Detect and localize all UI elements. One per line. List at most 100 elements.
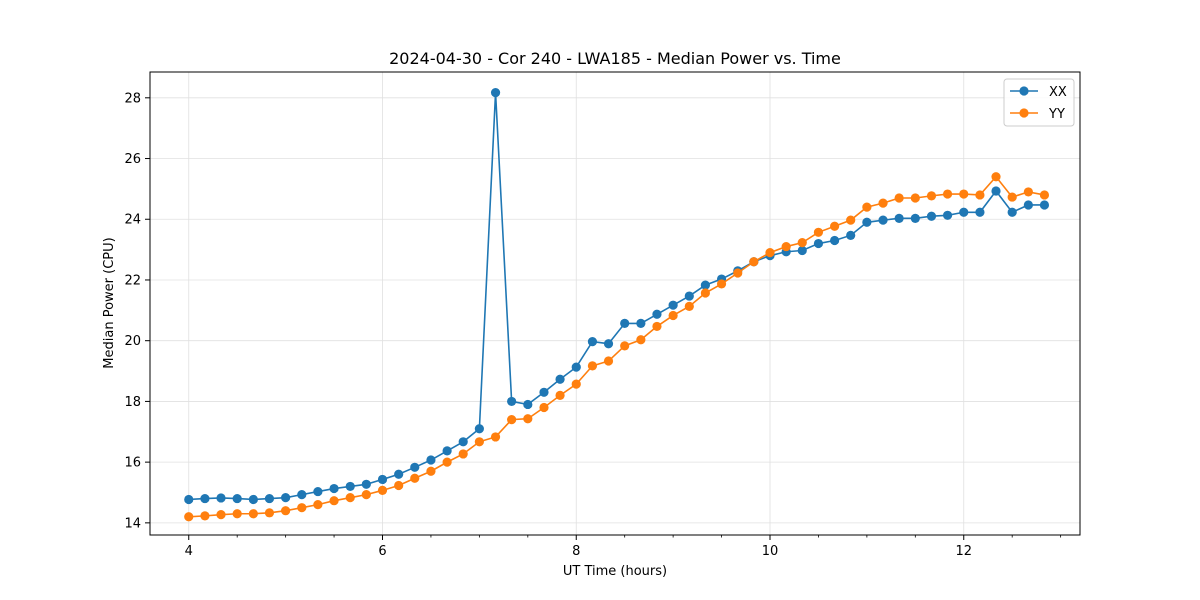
data-point-xx [813,238,824,249]
data-point-xx [991,186,1001,196]
data-point-yy [200,511,210,521]
data-point-yy [959,189,969,199]
data-point-yy [862,202,872,212]
data-point-xx [184,494,194,505]
x-tick-label: 10 [762,544,779,559]
data-point-xx [603,339,614,349]
data-point-yy [1039,190,1050,200]
data-point-xx [248,494,258,505]
data-point-yy [684,301,694,311]
data-point-yy [910,193,920,203]
legend-entry-yy: YY [1010,107,1065,122]
data-point-xx [394,469,404,479]
data-point-yy [1007,192,1017,202]
axis-ticks: 4 6 8 10 12 14 16 18 20 22 24 26 28 [124,91,1062,559]
data-point-xx [878,215,888,225]
y-tick-label: 18 [124,395,141,410]
legend: XX YY [1003,78,1075,127]
data-point-yy [377,485,388,495]
data-point-yy [587,361,598,371]
y-tick-label: 22 [124,273,141,288]
data-point-xx [636,318,646,328]
data-point-xx [1023,200,1033,210]
series-layer [184,88,1050,522]
data-point-yy [846,215,856,225]
data-point-yy [716,279,727,289]
data-point-yy [620,341,630,351]
series-yy [184,172,1050,522]
data-point-yy [507,415,517,425]
data-point-xx [1039,200,1050,210]
data-point-yy [991,172,1001,182]
data-point-yy [458,449,468,459]
data-point-yy [975,190,985,200]
data-point-yy [297,503,307,513]
y-tick-label: 24 [124,213,141,228]
data-point-yy [490,432,501,442]
data-point-xx [458,437,468,447]
data-point-xx [846,230,856,240]
y-tick-label: 16 [124,456,141,471]
y-tick-label: 28 [124,91,141,106]
data-point-xx [490,88,501,98]
data-point-yy [765,248,775,258]
data-point-xx [200,493,210,504]
data-point-xx [652,309,662,319]
data-point-yy [813,227,824,237]
data-point-yy [830,221,840,231]
data-point-xx [442,446,452,456]
data-point-yy [426,466,436,476]
data-point-yy [313,500,323,510]
y-tick-label: 20 [124,334,141,349]
data-point-yy [184,512,194,522]
data-point-xx [426,455,436,465]
data-point-yy [345,493,355,503]
data-point-xx [216,493,226,503]
data-point-xx [684,291,694,301]
data-point-xx [862,217,872,227]
y-axis-label: Median Power (CPU) [102,237,117,368]
data-point-xx [942,210,953,220]
data-point-yy [248,509,258,519]
data-point-xx [894,213,904,223]
x-tick-label: 12 [955,544,972,559]
data-point-yy [878,198,888,208]
data-point-xx [797,245,807,256]
data-point-xx [410,462,420,472]
legend-label: XX [1049,85,1067,100]
data-point-yy [749,257,759,267]
x-tick-label: 8 [572,544,580,559]
data-point-yy [571,379,581,389]
data-point-yy [361,490,371,500]
data-point-xx [377,474,388,485]
data-point-xx [313,486,323,497]
data-point-yy [652,321,662,332]
plot-frame [149,71,1081,536]
legend-marker [1019,86,1029,96]
data-point-yy [942,189,953,199]
y-tick-label: 26 [124,152,141,167]
data-point-yy [539,402,549,413]
data-point-yy [781,241,791,252]
data-point-xx [523,399,533,410]
data-point-yy [216,510,226,520]
data-point-yy [410,473,420,483]
data-point-xx [959,207,969,217]
x-tick-label: 6 [378,544,386,559]
data-point-yy [264,508,275,518]
data-point-yy [603,356,614,366]
data-point-yy [700,288,710,298]
grid [150,72,1080,535]
legend-label: YY [1048,107,1065,122]
legend-entry-xx: XX [1010,85,1067,100]
data-point-xx [281,493,291,503]
data-point-xx [700,280,710,290]
data-point-xx [361,479,371,489]
data-point-yy [926,191,937,201]
x-axis-label: UT Time (hours) [563,564,667,579]
data-point-yy [329,496,339,506]
data-point-xx [539,387,549,397]
data-point-xx [910,213,920,223]
